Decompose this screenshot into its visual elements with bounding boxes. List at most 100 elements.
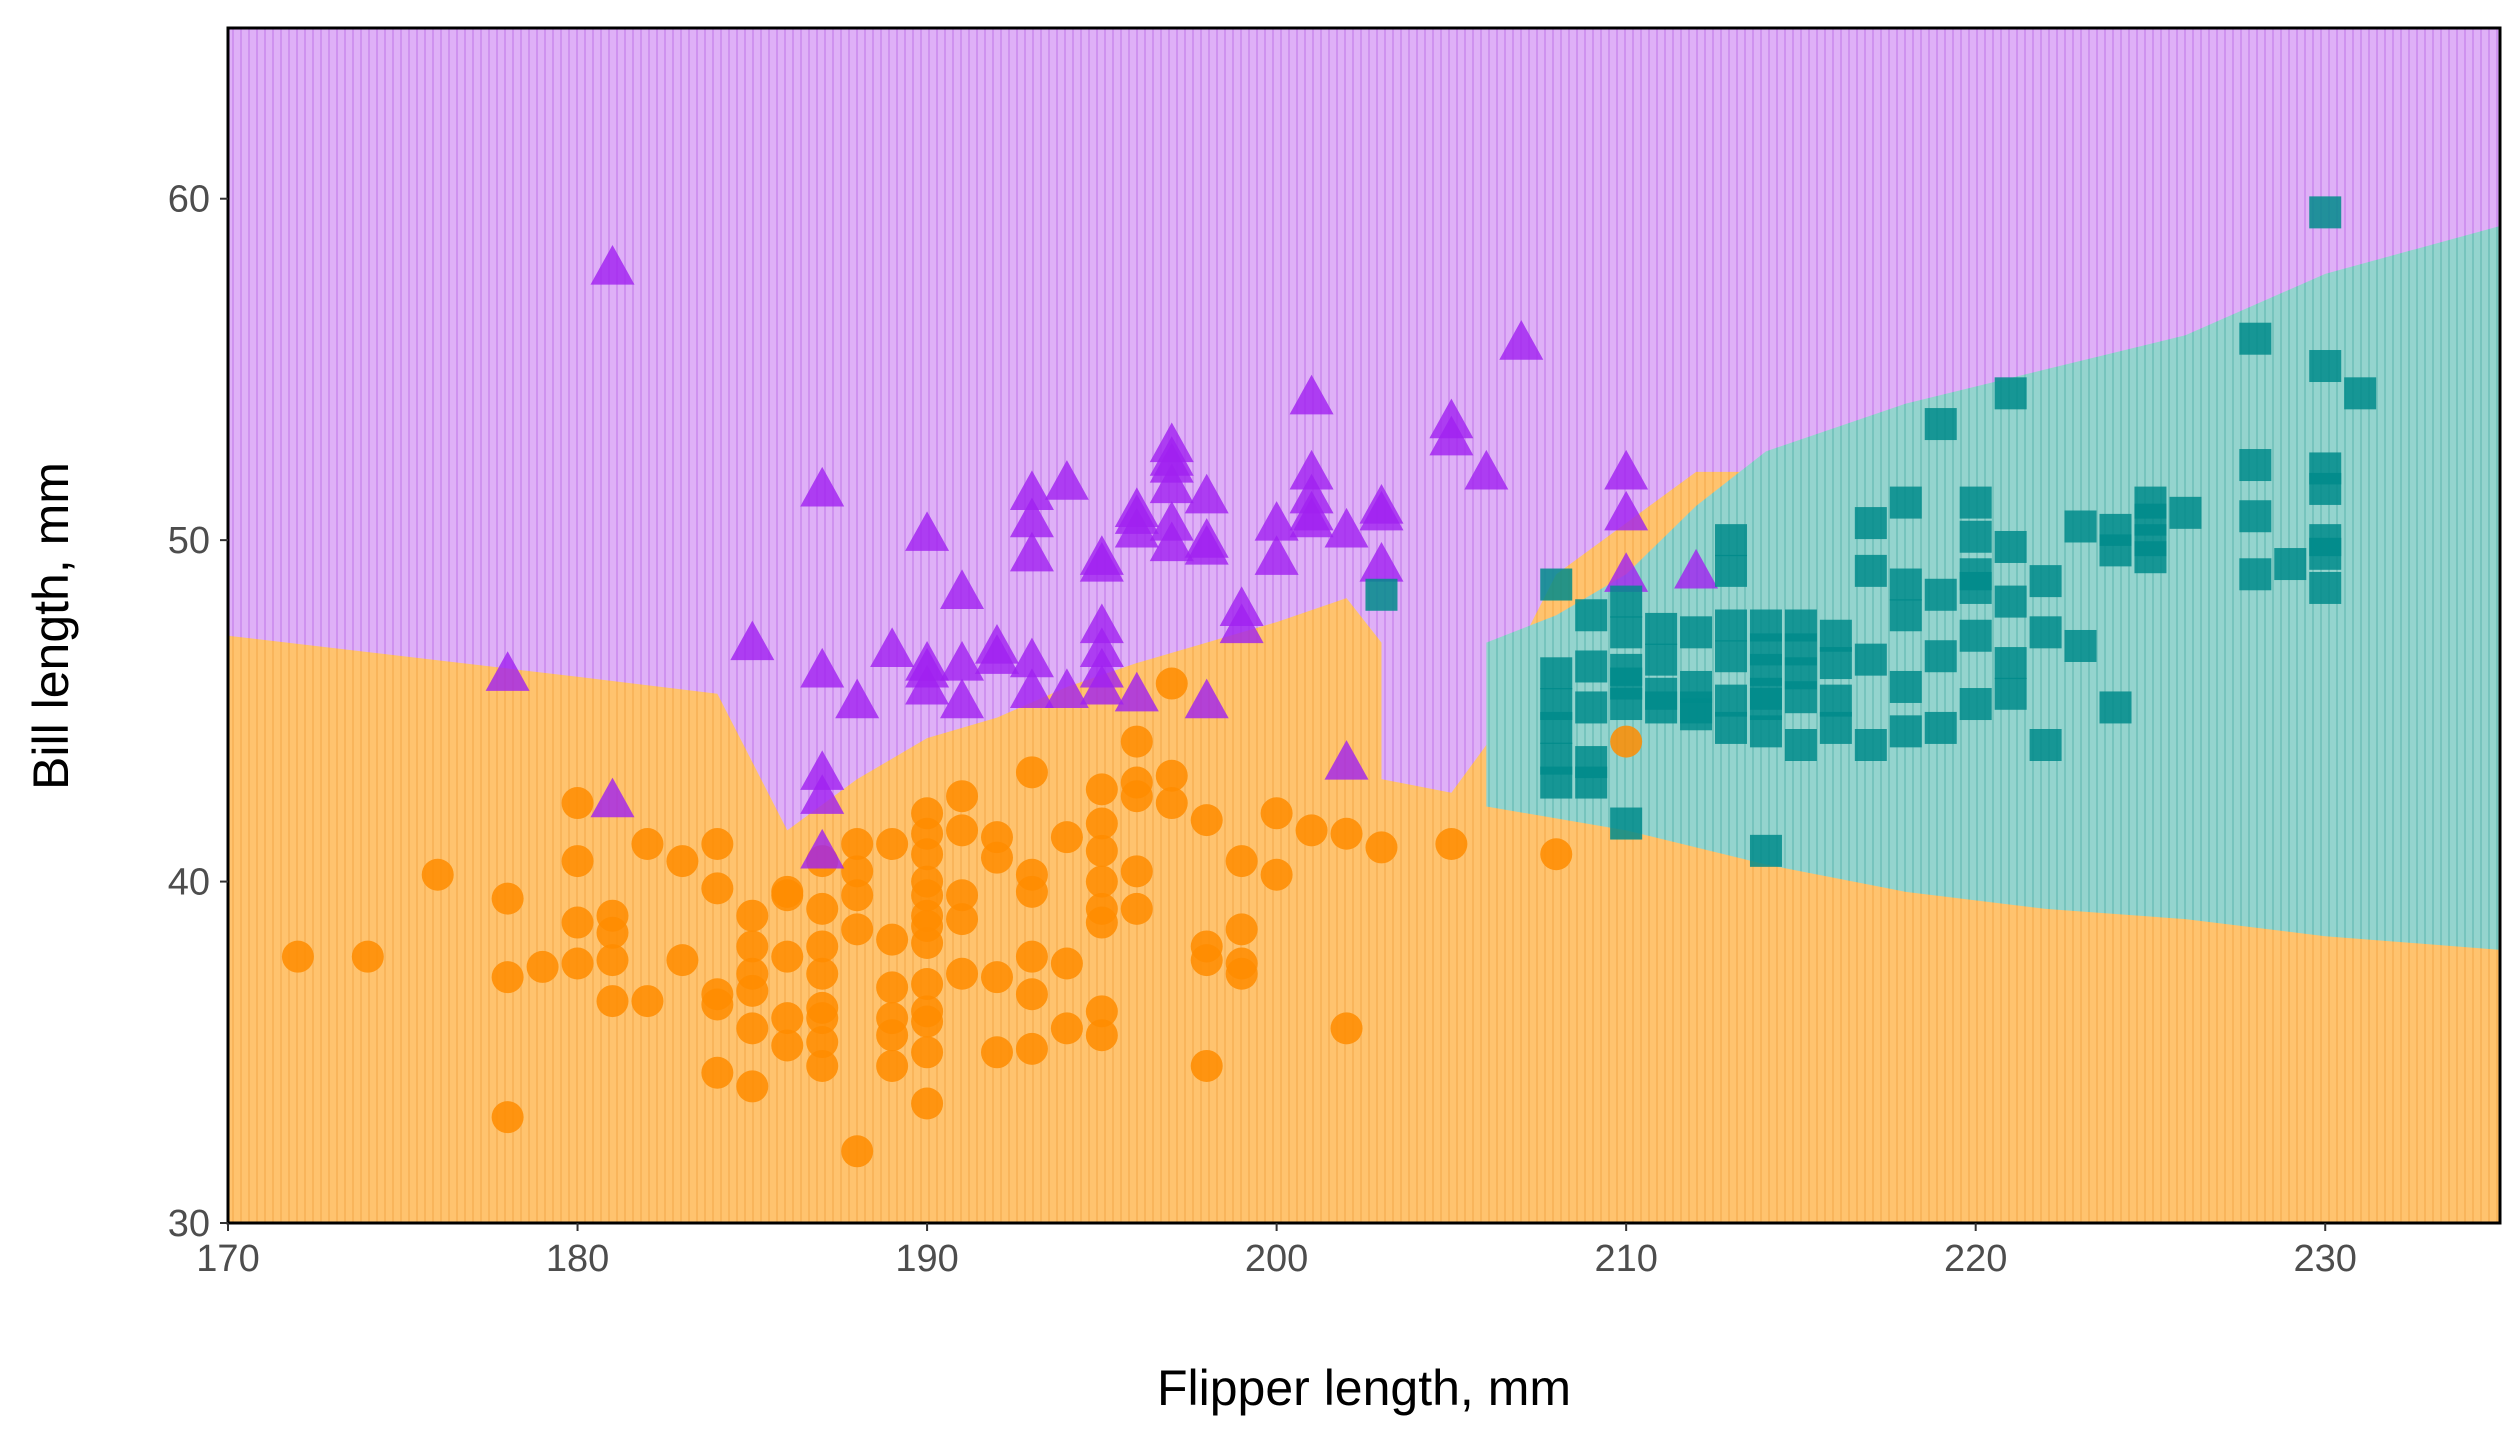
data-point-square: [1610, 616, 1643, 649]
data-point-circle: [1015, 940, 1048, 973]
data-point-triangle: [485, 651, 530, 691]
x-axis-title: Flipper length, mm: [1157, 1360, 1571, 1416]
data-point-square: [2064, 629, 2097, 662]
data-point-square: [1784, 609, 1817, 642]
data-point-circle: [1540, 838, 1573, 871]
data-point-square: [1715, 609, 1748, 642]
x-tick-label: 190: [895, 1238, 958, 1280]
data-point-square: [1854, 507, 1887, 540]
data-point-circle: [911, 797, 944, 830]
data-point-circle: [1050, 947, 1083, 980]
data-point-triangle: [1254, 535, 1299, 575]
region-teal: [1486, 226, 2500, 950]
data-point-square: [1680, 670, 1713, 703]
data-point-circle: [736, 957, 769, 990]
data-point-circle: [491, 1101, 524, 1134]
data-point-circle: [1050, 821, 1083, 854]
x-axis: 170 180 190 200 210 220 230: [196, 1223, 2357, 1280]
data-point-circle: [1085, 995, 1118, 1028]
data-point-square: [2029, 729, 2062, 761]
data-point-square: [1889, 568, 1922, 601]
data-point-square: [1889, 715, 1922, 748]
data-point-square: [1645, 612, 1678, 645]
data-point-square: [1715, 524, 1748, 557]
data-point-square: [2239, 558, 2272, 591]
data-point-circle: [841, 879, 874, 912]
data-point-triangle: [1219, 586, 1264, 627]
y-tick-label: 50: [168, 520, 210, 562]
data-point-square: [1854, 643, 1887, 676]
data-point-triangle: [1114, 671, 1159, 712]
x-tick-label: 180: [546, 1238, 609, 1280]
data-point-square: [2239, 322, 2272, 355]
data-point-square: [1819, 647, 1852, 680]
data-point-triangle: [905, 641, 950, 681]
data-point-square: [2239, 500, 2272, 533]
data-point-circle: [841, 913, 874, 946]
data-point-circle: [1085, 1019, 1118, 1052]
data-point-circle: [841, 855, 874, 888]
data-point-triangle: [800, 466, 845, 507]
data-point-square: [1994, 677, 2027, 710]
data-point-triangle: [1009, 497, 1054, 538]
data-point-square: [2309, 452, 2342, 485]
data-point-circle: [1260, 797, 1293, 830]
data-point-circle: [946, 814, 979, 847]
data-point-circle: [946, 780, 979, 813]
data-point-square: [1959, 619, 1992, 652]
data-point-triangle: [1114, 487, 1159, 528]
data-point-square: [1540, 742, 1573, 775]
data-point-circle: [1155, 759, 1188, 792]
data-point-circle: [1225, 947, 1258, 980]
data-point-triangle: [1079, 603, 1124, 644]
data-point-square: [2099, 513, 2132, 546]
data-point-triangle: [940, 569, 985, 609]
data-point-triangle: [1184, 678, 1229, 719]
data-point-square: [1749, 834, 1782, 867]
data-point-circle: [1085, 834, 1118, 867]
data-point-circle: [561, 906, 594, 939]
data-point-circle: [946, 957, 979, 990]
data-point-triangle: [1009, 637, 1054, 678]
x-tick-label: 200: [1245, 1238, 1308, 1280]
data-point-circle: [1330, 1012, 1363, 1045]
data-point-circle: [771, 875, 804, 908]
data-point-square: [1854, 729, 1887, 761]
data-point-square: [2029, 616, 2062, 649]
data-point-circle: [1295, 814, 1328, 847]
data-point-triangle: [1079, 535, 1124, 575]
data-point-triangle: [1149, 463, 1194, 504]
data-point-circle: [980, 1036, 1013, 1069]
y-tick-label: 40: [168, 862, 210, 904]
data-point-triangle: [1254, 501, 1299, 541]
data-point-triangle: [1044, 460, 1089, 500]
data-point-circle: [980, 821, 1013, 854]
data-point-circle: [980, 961, 1013, 994]
data-point-square: [2309, 571, 2342, 604]
data-point-triangle: [870, 627, 915, 667]
data-point-triangle: [940, 641, 985, 681]
data-point-square: [1575, 691, 1608, 724]
data-point-square: [1715, 711, 1748, 744]
data-point-square: [1540, 688, 1573, 721]
data-point-triangle: [1009, 668, 1054, 708]
data-point-square: [1540, 568, 1573, 601]
data-point-square: [2029, 565, 2062, 598]
data-point-triangle: [800, 774, 845, 814]
data-point-square: [1994, 377, 2027, 410]
data-point-triangle: [905, 511, 950, 551]
data-point-square: [1889, 599, 1922, 632]
data-point-triangle: [974, 623, 1019, 664]
data-point-triangle: [1464, 449, 1509, 490]
data-point-circle: [1155, 667, 1188, 700]
data-point-circle: [806, 957, 839, 990]
data-point-circle: [1610, 725, 1643, 758]
data-point-circle: [806, 930, 839, 963]
data-point-square: [2134, 486, 2167, 519]
data-point-circle: [701, 872, 734, 905]
data-point-triangle: [800, 750, 845, 790]
data-point-circle: [1190, 804, 1223, 837]
data-point-circle: [561, 845, 594, 878]
data-point-circle: [1120, 725, 1153, 758]
data-point-triangle: [1324, 507, 1369, 548]
